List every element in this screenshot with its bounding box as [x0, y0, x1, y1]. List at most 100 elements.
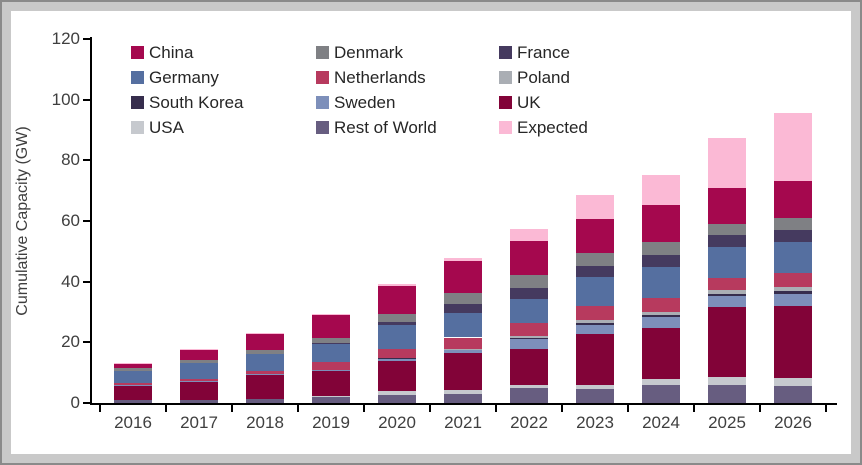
- bar-segment-south-korea-2022: [510, 338, 548, 339]
- bar-segment-netherlands-2020: [378, 349, 416, 359]
- bar-segment-denmark-2017: [180, 359, 218, 363]
- x-tick: [495, 405, 497, 412]
- bar-2021: [444, 39, 482, 403]
- x-tick-label: 2018: [246, 413, 284, 432]
- x-tick: [99, 405, 101, 412]
- bar-segment-china-2021: [444, 261, 482, 293]
- legend-item-uk: UK: [499, 93, 541, 112]
- x-tick-label: 2016: [114, 413, 152, 432]
- bar-2024: [642, 39, 680, 403]
- bar-segment-france-2020: [378, 322, 416, 325]
- legend-swatch: [131, 96, 144, 109]
- bar-segment-poland-2022: [510, 335, 548, 339]
- bar-segment-netherlands-2017: [180, 379, 218, 382]
- bar-segment-expected-2019: [312, 314, 350, 316]
- x-tick-label: 2017: [180, 413, 218, 432]
- bar-segment-poland-2026: [774, 286, 812, 292]
- legend-label: UK: [517, 92, 541, 112]
- legend-label: Germany: [149, 67, 219, 87]
- bar-segment-uk-2018: [246, 374, 284, 400]
- bar-segment-sweden-2026: [774, 294, 812, 306]
- plot-area: [83, 37, 837, 412]
- legend-label: Poland: [517, 67, 570, 87]
- bar-segment-netherlands-2023: [576, 306, 614, 321]
- legend-item-france: France: [499, 43, 570, 62]
- bar-segment-france-2022: [510, 288, 548, 300]
- bar-segment-usa-2025: [708, 377, 746, 385]
- x-tick: [429, 405, 431, 412]
- y-tick: [83, 98, 90, 101]
- bar-segment-rest-of-world-2026: [774, 386, 812, 403]
- bar-segment-expected-2017: [180, 348, 218, 350]
- bar-segment-usa-2023: [576, 384, 614, 389]
- bar-segment-china-2025: [708, 187, 746, 225]
- x-tick-label: 2020: [378, 413, 416, 432]
- bar-segment-sweden-2018: [246, 374, 284, 375]
- x-tick-label: 2023: [576, 413, 614, 432]
- bar-segment-sweden-2016: [114, 385, 152, 386]
- bar-segment-expected-2021: [444, 257, 482, 262]
- bar-segment-uk-2021: [444, 352, 482, 391]
- bar-2023: [576, 39, 614, 403]
- x-tick: [825, 405, 827, 412]
- bar-segment-south-korea-2025: [708, 293, 746, 296]
- bar-segment-rest-of-world-2023: [576, 388, 614, 403]
- bar-segment-germany-2023: [576, 276, 614, 307]
- bar-segment-netherlands-2022: [510, 322, 548, 336]
- y-tick-label: 20: [61, 332, 80, 352]
- bar-segment-uk-2022: [510, 349, 548, 386]
- bar-segment-denmark-2025: [708, 224, 746, 235]
- bar-segment-uk-2026: [774, 305, 812, 379]
- bar-segment-uk-2019: [312, 370, 350, 397]
- bar-segment-rest-of-world-2019: [312, 396, 350, 403]
- bar-segment-china-2024: [642, 204, 680, 243]
- x-tick: [297, 405, 299, 412]
- legend-swatch: [131, 71, 144, 84]
- x-tick: [627, 405, 629, 412]
- bar-segment-germany-2024: [642, 267, 680, 299]
- bar-segment-china-2022: [510, 241, 548, 275]
- bar-segment-usa-2020: [378, 391, 416, 395]
- x-tick-label: 2026: [774, 413, 812, 432]
- bar-segment-germany-2016: [114, 371, 152, 383]
- legend-label: Rest of World: [334, 117, 437, 137]
- y-tick-label: 60: [61, 211, 80, 230]
- legend-item-netherlands: Netherlands: [316, 68, 426, 87]
- bar-segment-netherlands-2019: [312, 362, 350, 370]
- x-tick-label: 2021: [444, 413, 482, 432]
- bar-segment-uk-2023: [576, 333, 614, 385]
- bar-segment-usa-2024: [642, 379, 680, 385]
- stacked-bar-chart: Cumulative Capacity (GW) China Denmark Fra…: [11, 11, 851, 454]
- bar-2017: [180, 39, 218, 403]
- bar-segment-china-2016: [114, 363, 152, 368]
- bar-segment-china-2018: [246, 333, 284, 350]
- bar-segment-south-korea-2021: [444, 349, 482, 350]
- bar-segment-china-2019: [312, 315, 350, 338]
- legend-label: Sweden: [334, 92, 396, 112]
- y-axis-line: [90, 37, 92, 405]
- bar-segment-netherlands-2026: [774, 273, 812, 287]
- legend-item-rest-of-world: Rest of World: [316, 118, 437, 137]
- x-tick: [231, 405, 233, 412]
- y-tick: [83, 402, 90, 404]
- bar-segment-sweden-2022: [510, 339, 548, 350]
- bar-segment-france-2025: [708, 234, 746, 248]
- x-tick-label: 2025: [708, 413, 746, 432]
- legend-item-china: China: [131, 43, 193, 62]
- bar-segment-china-2020: [378, 285, 416, 315]
- bar-segment-china-2017: [180, 349, 218, 360]
- bar-segment-germany-2017: [180, 362, 218, 380]
- bar-segment-denmark-2024: [642, 242, 680, 255]
- bar-2018: [246, 39, 284, 403]
- bar-segment-sweden-2020: [378, 358, 416, 361]
- legend-label: France: [517, 42, 570, 62]
- legend-swatch: [499, 46, 512, 59]
- bar-segment-rest-of-world-2024: [642, 384, 680, 403]
- legend-label: Denmark: [334, 42, 403, 62]
- x-axis-line: [90, 403, 837, 405]
- legend-swatch: [316, 46, 329, 59]
- legend-swatch: [499, 121, 512, 134]
- legend-swatch: [499, 71, 512, 84]
- y-tick: [83, 38, 90, 40]
- y-tick: [83, 159, 90, 162]
